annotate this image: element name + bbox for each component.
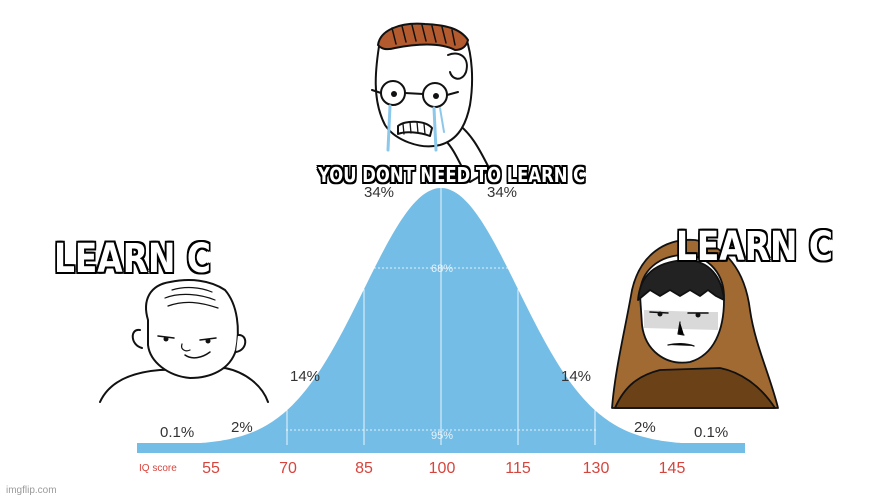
caption-right: LEARN C [676,224,833,270]
x-tick-145: 145 [659,460,686,477]
axis-label-iq-score: IQ score [139,463,177,474]
crying-nerd-wojak [371,22,491,183]
caption-left: LEARN C [54,236,211,282]
baseline-bar [137,443,745,453]
x-tick-55: 55 [202,460,220,477]
band-label-95: 95% [431,430,453,442]
region-label-left-14: 14% [290,368,320,385]
x-tick-130: 130 [583,460,610,477]
simple-wojak [99,279,269,403]
region-label-right-2: 2% [634,419,656,436]
region-label-left-34: 34% [364,184,394,201]
x-tick-115: 115 [505,460,531,477]
caption-top: YOU DONT NEED TO LEARN C [318,163,586,187]
x-tick-85: 85 [355,460,373,477]
region-label-right-34: 34% [487,184,517,201]
x-tick-70: 70 [279,460,297,477]
hooded-wojak [611,239,779,409]
region-label-far-right: 0.1% [694,424,728,441]
region-label-right-14: 14% [561,368,591,385]
region-label-left-2: 2% [231,419,253,436]
x-tick-100: 100 [429,460,456,477]
region-label-far-left: 0.1% [160,424,194,441]
std-dev-lines [286,188,596,445]
band-label-68: 68% [431,263,453,275]
watermark: imgflip.com [6,485,57,496]
